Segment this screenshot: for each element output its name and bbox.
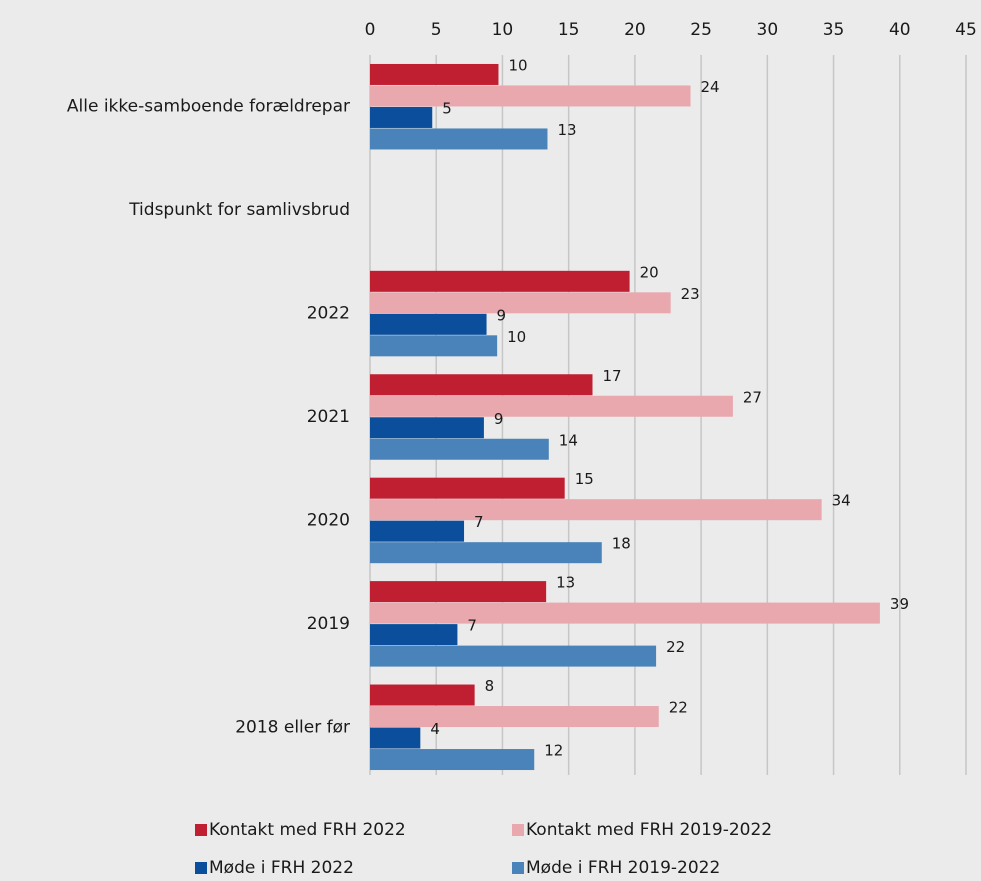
value-label: 9 (497, 306, 507, 324)
value-label: 7 (474, 513, 484, 531)
value-label: 17 (603, 367, 622, 385)
value-label: 27 (743, 388, 762, 406)
bar (370, 520, 465, 542)
legend-swatch (512, 824, 524, 836)
value-label: 7 (467, 617, 477, 635)
bar (370, 645, 657, 667)
bar (370, 727, 421, 749)
bar (370, 292, 671, 314)
x-tick-label: 25 (690, 20, 712, 40)
value-label: 18 (612, 535, 631, 553)
category-label: Alle ikke-samboende forældrepar (67, 97, 350, 117)
value-label: 22 (666, 638, 685, 656)
value-label: 12 (544, 742, 563, 760)
bar (370, 499, 822, 521)
x-tick-label: 45 (955, 20, 977, 40)
value-label: 22 (669, 699, 688, 717)
x-tick-label: 40 (889, 20, 911, 40)
legend-label: Møde i FRH 2022 (209, 858, 354, 878)
category-label: Tidspunkt for samlivsbrud (128, 200, 350, 220)
category-label: 2022 (307, 304, 350, 324)
category-label: 2019 (307, 614, 350, 634)
x-tick-label: 0 (365, 20, 376, 40)
bar (370, 749, 535, 771)
category-label: 2018 eller før (235, 717, 350, 737)
value-label: 15 (575, 470, 594, 488)
value-label: 20 (640, 263, 659, 281)
value-label: 14 (559, 431, 578, 449)
bar (370, 684, 475, 706)
bar (370, 374, 593, 396)
bar (370, 106, 433, 128)
x-tick-label: 10 (492, 20, 514, 40)
bar (370, 417, 484, 439)
legend-swatch (195, 824, 207, 836)
x-tick-label: 15 (558, 20, 580, 40)
bar (370, 542, 602, 564)
bar (370, 706, 659, 728)
category-label: 2021 (307, 407, 350, 427)
legend-label: Kontakt med FRH 2019-2022 (526, 820, 772, 840)
legend-swatch (512, 862, 524, 874)
legend-label: Kontakt med FRH 2022 (209, 820, 406, 840)
value-label: 39 (890, 595, 909, 613)
value-label: 10 (507, 328, 526, 346)
value-label: 8 (485, 677, 495, 695)
bar (370, 270, 630, 292)
value-label: 10 (508, 56, 527, 74)
value-label: 13 (556, 574, 575, 592)
value-label: 23 (681, 285, 700, 303)
value-label: 4 (430, 720, 440, 738)
bar (370, 335, 498, 357)
x-tick-label: 20 (624, 20, 646, 40)
value-label: 13 (557, 121, 576, 139)
bar (370, 438, 549, 460)
bar (370, 313, 487, 335)
x-tick-label: 5 (431, 20, 442, 40)
bar (370, 63, 499, 85)
x-tick-label: 30 (757, 20, 779, 40)
value-label: 24 (701, 78, 720, 96)
value-label: 5 (442, 99, 452, 117)
value-label: 9 (494, 410, 504, 428)
x-tick-label: 35 (823, 20, 845, 40)
bar (370, 395, 733, 417)
bar (370, 624, 458, 646)
bar (370, 602, 880, 624)
value-label: 34 (832, 492, 851, 510)
legend-label: Møde i FRH 2019-2022 (526, 858, 720, 878)
category-label: 2020 (307, 510, 350, 530)
bar (370, 85, 691, 107)
legend-swatch (195, 862, 207, 874)
bar (370, 477, 565, 499)
bar (370, 581, 547, 603)
bar (370, 128, 548, 150)
